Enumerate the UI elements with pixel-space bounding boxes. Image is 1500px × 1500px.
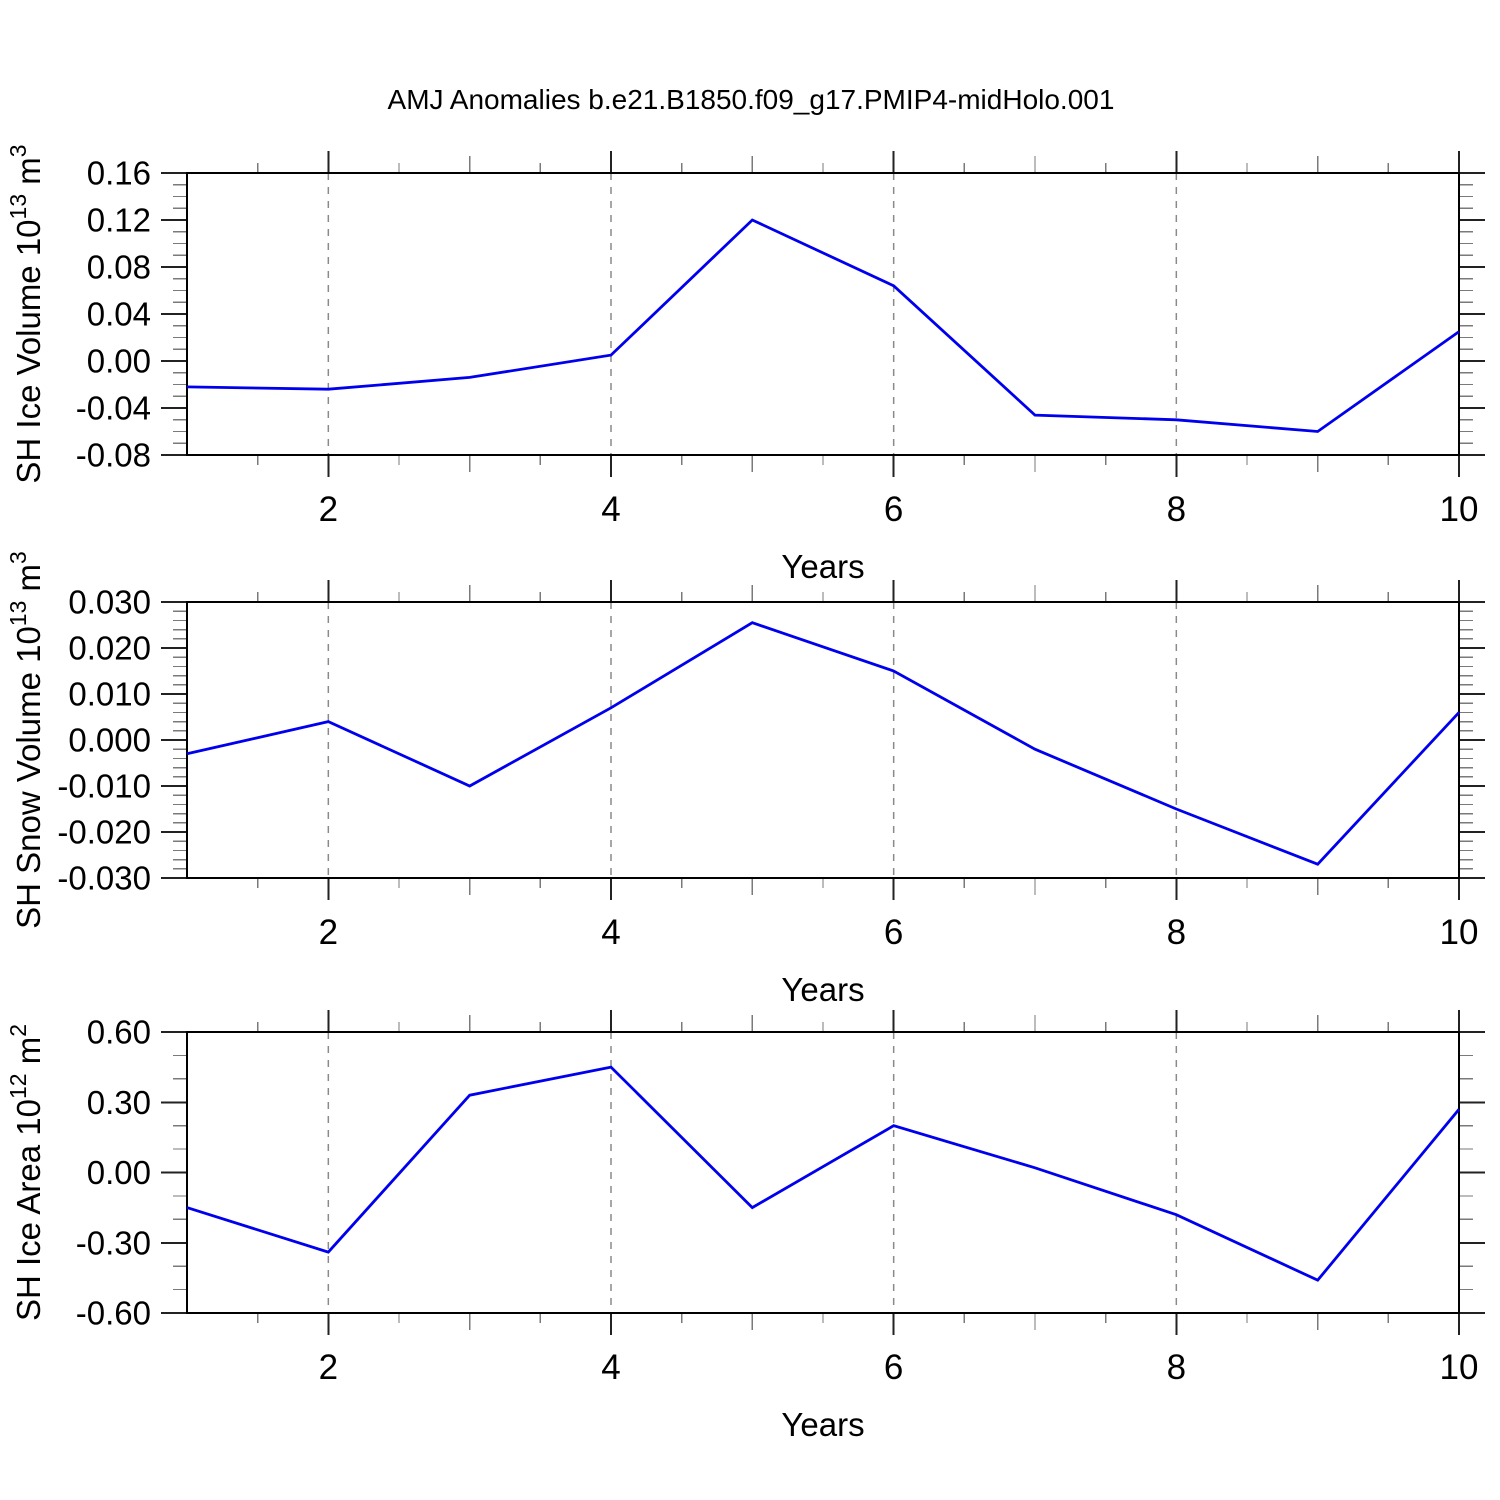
data-line-series (186, 218, 1460, 433)
y-tick-labels: 0.60 0.30 0.00 -0.30 -0.60 (76, 1014, 151, 1332)
y-tick-label: -0.030 (57, 860, 151, 897)
x-tick-label: 6 (884, 490, 903, 529)
x-axis-title: Years (781, 548, 864, 585)
y-tick-label: -0.04 (76, 390, 151, 427)
data-line-series (186, 1065, 1461, 1282)
y-tick-label: -0.08 (76, 437, 151, 474)
y-tick-label: -0.020 (57, 814, 151, 851)
x-tick-label: 8 (1167, 913, 1186, 952)
y-tick-label: 0.00 (87, 1154, 151, 1191)
y-axis-title: SH Ice Volume 1013​ m3​ (5, 144, 47, 483)
y-axis-title: SH Ice Area 1012​ m2​ (5, 1024, 47, 1321)
y-tick-label: -0.60 (76, 1295, 151, 1332)
ticks (161, 580, 1485, 900)
y-tick-label: 0.16 (87, 155, 151, 192)
data-line-series (186, 621, 1461, 866)
plot-frame (186, 601, 1460, 879)
x-tick-label: 10 (1440, 490, 1479, 529)
x-tick-label: 4 (601, 913, 620, 952)
x-tick-label: 4 (601, 1348, 620, 1387)
y-tick-label: 0.08 (87, 249, 151, 286)
y-tick-label: 0.020 (68, 630, 151, 667)
chart-title: AMJ Anomalies b.e21.B1850.f09_g17.PMIP4-… (387, 84, 1115, 115)
chart-panel-3: 0.60 0.30 0.00 -0.30 -0.60 2 4 6 8 10 Years SH Ice … (5, 1010, 1485, 1443)
x-tick-label: 8 (1167, 490, 1186, 529)
y-tick-label: 0.04 (87, 296, 151, 333)
x-tick-label: 2 (319, 490, 338, 529)
x-axis-title: Years (781, 971, 864, 1008)
y-tick-labels: 0.030 0.020 0.010 0.000 -0.010 -0.020 -0.030 (57, 584, 151, 897)
ticks (161, 1010, 1485, 1335)
x-tick-labels: 2 4 6 8 10 (319, 490, 1479, 529)
x-tick-label: 4 (601, 490, 620, 529)
y-tick-label: 0.00 (87, 343, 151, 380)
chart-panel-2: 0.030 0.020 0.010 0.000 -0.010 -0.020 -0.030 2 4… (5, 551, 1485, 1008)
y-tick-label: 0.000 (68, 722, 151, 759)
x-tick-label: 6 (884, 1348, 903, 1387)
x-tick-label: 6 (884, 913, 903, 952)
y-tick-label: 0.010 (68, 676, 151, 713)
y-tick-label: 0.12 (87, 202, 151, 239)
x-tick-label: 10 (1440, 1348, 1479, 1387)
plot-frame (186, 172, 1460, 456)
y-tick-label: 0.60 (87, 1014, 151, 1051)
y-axis-title: SH Snow Volume 1013​ m3​ (5, 551, 47, 929)
x-tick-label: 2 (319, 913, 338, 952)
y-tick-labels: 0.16 0.12 0.08 0.04 0.00 -0.04 -0.08 (76, 155, 151, 474)
y-tick-label: 0.30 (87, 1084, 151, 1121)
ticks (161, 151, 1485, 477)
x-tick-labels: 2 4 6 8 10 (319, 913, 1479, 952)
plot-frame (186, 1031, 1460, 1314)
chart-panel-1: 0.16 0.12 0.08 0.04 0.00 -0.04 -0.08 2 4 6 8 10 Year… (5, 144, 1485, 585)
y-tick-label: -0.010 (57, 768, 151, 805)
x-tick-label: 2 (319, 1348, 338, 1387)
x-axis-title: Years (781, 1406, 864, 1443)
y-tick-label: 0.030 (68, 584, 151, 621)
y-tick-label: -0.30 (76, 1224, 151, 1261)
x-tick-label: 10 (1440, 913, 1479, 952)
x-tick-labels: 2 4 6 8 10 (319, 1348, 1479, 1387)
x-tick-label: 8 (1167, 1348, 1186, 1387)
